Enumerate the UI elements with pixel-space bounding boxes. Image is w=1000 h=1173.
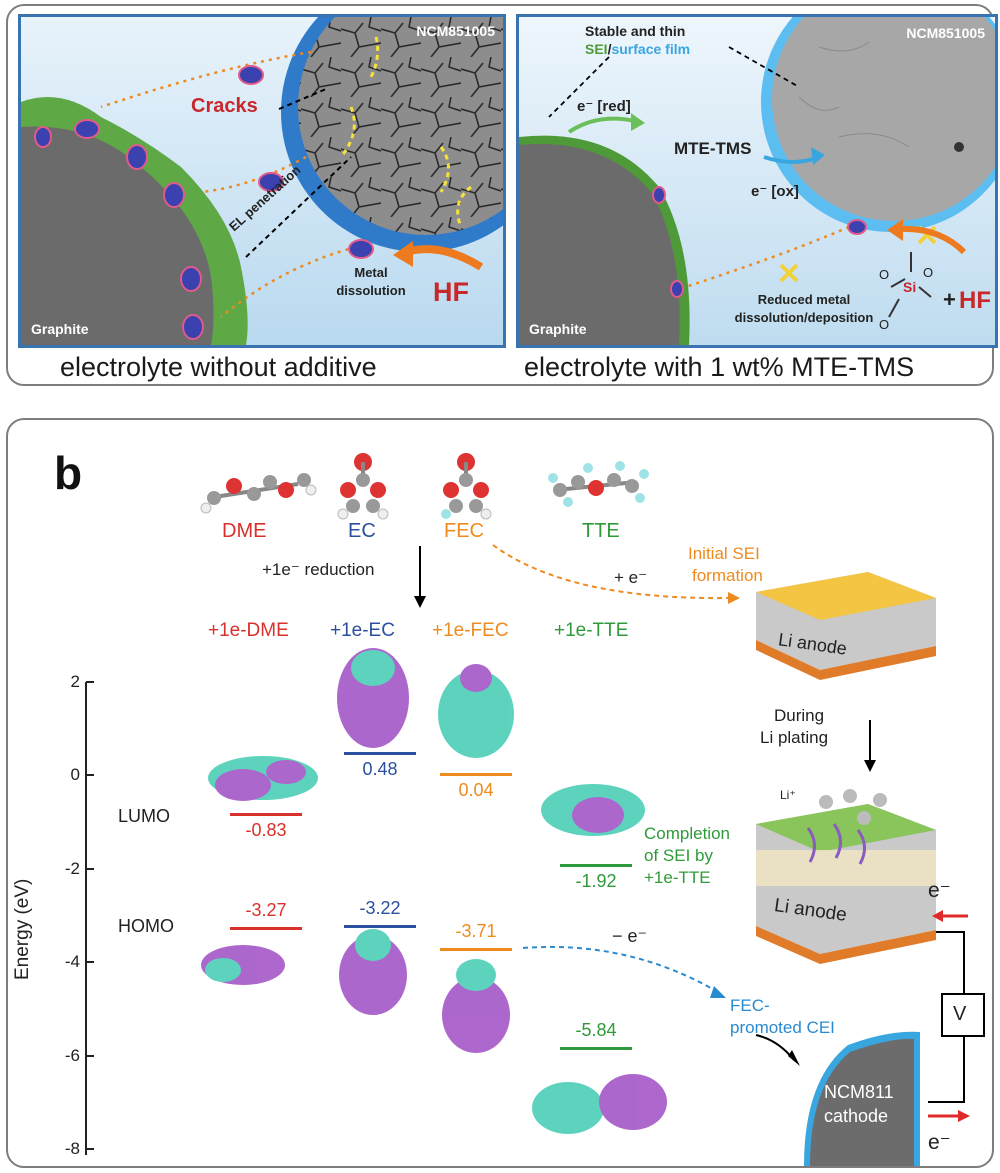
li-plating-label: Li plating: [760, 728, 829, 747]
orbital-homo-ec-icon: [339, 929, 407, 1015]
mol-dme: DME: [222, 520, 267, 542]
energy-level-lumo-tte: [560, 864, 632, 868]
minus-e-label: − e⁻: [612, 926, 648, 946]
ncm-label-right: NCM851005: [906, 25, 985, 41]
during-label: During: [774, 706, 825, 725]
ncm-label: NCM851005: [416, 23, 495, 39]
cathode-label: cathode: [824, 1106, 889, 1126]
energy-level-homo-dme: [230, 927, 302, 931]
o-label-2: O: [923, 265, 934, 280]
dissolution-label: dissolution: [336, 283, 406, 298]
li-anode-top-icon: [756, 572, 936, 680]
fec-molecule-icon: [441, 453, 492, 520]
sei-surface-film-label: SEI/surface film: [585, 41, 691, 57]
energy-level-lumo-dme: [230, 813, 302, 817]
orbital-lumo-ec-icon: [337, 648, 409, 748]
of-sei-label: of SEI by: [644, 846, 713, 865]
energy-level-lumo-fec: [440, 772, 512, 776]
orbital-homo-dme-icon: [201, 945, 285, 985]
energy-level-lumo-ec: [344, 751, 416, 755]
energy-value-homo-dme: -3.27: [245, 900, 287, 921]
energy-value-lumo-ec: 0.48: [362, 758, 398, 779]
ec-molecule-icon: [337, 453, 389, 520]
scene-left-drawing: [21, 17, 503, 345]
energy-value-homo-tte: -5.84: [575, 1020, 617, 1041]
e-minus-label-bottom: e⁻: [928, 1131, 951, 1154]
graphite-label-right: Graphite: [529, 321, 587, 337]
panel-letter-b: b: [54, 447, 83, 499]
y-tick: 0: [70, 765, 80, 784]
graphite-label: Graphite: [31, 321, 89, 337]
energy-value-lumo-dme: -0.83: [245, 820, 287, 841]
plus-tte-label: +1e-TTE: [644, 868, 711, 887]
species-ec: +1e-EC: [330, 620, 395, 641]
dissolution-deposition-label: dissolution/deposition: [734, 310, 874, 325]
ncm811-label: NCM811: [824, 1082, 894, 1102]
homo-label: HOMO: [118, 916, 174, 936]
energy-value-lumo-fec: 0.04: [458, 779, 494, 800]
mte-tms-label: MTE-TMS: [674, 139, 752, 158]
o-label-1: O: [879, 267, 890, 282]
orbital-homo-fec-icon: [442, 959, 510, 1053]
energy-level-homo-fec: [440, 947, 512, 951]
metal-label: Metal: [354, 265, 388, 280]
cracks-label: Cracks: [191, 95, 258, 117]
mol-fec: FEC: [444, 520, 484, 542]
caption-with-additive: electrolyte with 1 wt% MTE-TMS: [524, 352, 915, 382]
fec-label: FEC-: [730, 996, 770, 1015]
completion-label: Completion: [644, 824, 730, 843]
tte-molecule-icon: [548, 461, 649, 507]
promoted-cei-label: promoted CEI: [730, 1018, 835, 1037]
energy-value-lumo-tte: -1.92: [575, 871, 617, 892]
formation-label: formation: [692, 566, 763, 585]
e-red-label: e⁻ [red]: [577, 98, 631, 115]
li-anode-bottom-icon: [756, 789, 936, 964]
orbital-lumo-dme-icon: [208, 756, 318, 801]
scene-with-additive: NCM851005 Stable and thin SEI/surface fi…: [516, 14, 998, 348]
y-axis-label: Energy (eV): [12, 878, 33, 980]
species-tte: +1e-TTE: [554, 620, 629, 641]
e-minus-label-top: e⁻: [928, 879, 951, 902]
mol-tte: TTE: [582, 520, 620, 542]
plus-label: +: [943, 287, 956, 312]
energy-value-homo-fec: -3.71: [455, 920, 497, 941]
energy-level-homo-ec: [344, 924, 416, 928]
si-label: Si: [903, 279, 917, 295]
li-plus-label: Li⁺: [780, 788, 796, 802]
hf-label: HF: [433, 277, 469, 307]
scene-right-drawing: [519, 17, 995, 345]
orbital-lumo-fec-icon: [438, 664, 514, 758]
y-tick: -8: [64, 1139, 80, 1158]
scene-without-additive: NCM851005 Cracks EL penetration Metal di…: [18, 14, 506, 348]
stable-label: Stable and thin: [585, 23, 686, 39]
orbital-lumo-tte-icon: [541, 784, 645, 836]
dme-molecule-icon: [200, 473, 317, 514]
y-tick: -2: [64, 859, 80, 878]
y-tick: -4: [64, 952, 80, 971]
ncm811-cathode-icon: [804, 1031, 920, 1166]
panel-b: b: [6, 418, 994, 1168]
voltmeter-box: [941, 993, 985, 1037]
species-fec: +1e-FEC: [432, 620, 509, 641]
energy-level-homo-tte: [560, 1047, 632, 1051]
plus-e-label: + e⁻: [614, 568, 648, 587]
energy-value-homo-ec: -3.22: [359, 897, 401, 918]
o-label-3: O: [879, 317, 890, 332]
reduced-metal-label: Reduced metal: [757, 292, 851, 307]
caption-without-additive: electrolyte without additive: [60, 352, 377, 382]
orbital-homo-tte-icon: [532, 1074, 667, 1134]
reduction-label: +1e⁻ reduction: [262, 560, 375, 579]
e-ox-label: e⁻ [ox]: [751, 183, 799, 200]
lumo-label: LUMO: [118, 806, 171, 826]
panel-a: a: [6, 4, 998, 386]
initial-sei-label: Initial SEI: [688, 544, 760, 563]
y-tick: 2: [70, 672, 80, 691]
mol-ec: EC: [348, 520, 376, 542]
y-tick: -6: [64, 1046, 80, 1065]
species-dme: +1e-DME: [208, 620, 289, 641]
hf-label-right: HF: [959, 287, 991, 314]
panel-b-illustration: [85, 453, 985, 1166]
voltmeter-label: V: [953, 1003, 967, 1025]
